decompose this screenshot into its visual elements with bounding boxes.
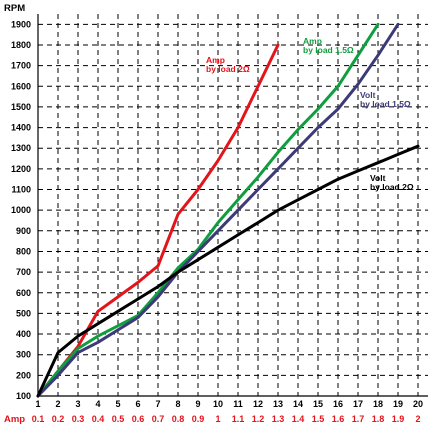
y-tick-label-800: 800: [16, 246, 31, 256]
y-tick-label-900: 900: [16, 226, 31, 236]
amp-tick-label-14: 1.4: [292, 414, 305, 424]
x-tick-label-14: 14: [293, 399, 303, 409]
y-tick-label-300: 300: [16, 350, 31, 360]
series-label-2-line-1: Amp: [303, 36, 322, 46]
series-label-1-line-2: by load 2Ω: [206, 64, 250, 74]
amp-tick-label-5: 0.5: [112, 414, 125, 424]
x-tick-label-15: 15: [313, 399, 323, 409]
amp-tick-label-17: 1.7: [352, 414, 365, 424]
x-tick-label-5: 5: [115, 399, 120, 409]
x-tick-label-17: 17: [353, 399, 363, 409]
x-tick-label-9: 9: [195, 399, 200, 409]
amp-tick-label-1: 0.1: [32, 414, 45, 424]
x-tick-label-11: 11: [233, 399, 243, 409]
series-line-1: [36, 43, 280, 398]
amp-axis-unit-label: Amp: [4, 414, 25, 425]
y-tick-label-1300: 1300: [11, 143, 31, 153]
series-label-3-line-1: Volt: [360, 90, 376, 100]
series-line-2: [36, 22, 380, 398]
amp-tick-label-13: 1.3: [272, 414, 285, 424]
y-tick-label-1800: 1800: [11, 40, 31, 50]
x-tick-label-7: 7: [155, 399, 160, 409]
series-label-1-line-1: Amp: [206, 55, 225, 65]
x-tick-label-1: 1: [35, 399, 40, 409]
x-tick-label-3: 3: [75, 399, 80, 409]
y-tick-label-1600: 1600: [11, 81, 31, 91]
amp-tick-label-19: 1.9: [392, 414, 405, 424]
x-tick-label-18: 18: [373, 399, 383, 409]
y-tick-label-1200: 1200: [11, 164, 31, 174]
x-tick-label-2: 2: [55, 399, 60, 409]
x-tick-label-10: 10: [213, 399, 223, 409]
amp-tick-label-16: 1.6: [332, 414, 345, 424]
amp-tick-label-2: 0.2: [52, 414, 65, 424]
amp-tick-label-4: 0.4: [92, 414, 105, 424]
x-tick-label-4: 4: [95, 399, 100, 409]
y-tick-label-400: 400: [16, 329, 31, 339]
amp-tick-label-18: 1.8: [372, 414, 385, 424]
amp-tick-label-10: 1: [215, 414, 220, 424]
y-tick-label-100: 100: [16, 391, 31, 401]
y-tick-label-500: 500: [16, 308, 31, 318]
x-tick-label-13: 13: [273, 399, 283, 409]
series-line-4: [36, 144, 420, 398]
amp-tick-label-7: 0.7: [152, 414, 165, 424]
y-axis-unit-label: RPM: [4, 3, 25, 14]
series-label-2-line-2: by load 1.5Ω: [303, 45, 354, 55]
y-tick-label-1900: 1900: [11, 19, 31, 29]
y-tick-label-200: 200: [16, 370, 31, 380]
amp-tick-label-3: 0.3: [72, 414, 85, 424]
y-tick-label-700: 700: [16, 267, 31, 277]
y-tick-label-1500: 1500: [11, 102, 31, 112]
series-label-4-line-2: by load 2Ω: [370, 182, 414, 192]
x-tick-label-8: 8: [175, 399, 180, 409]
y-tick-label-1400: 1400: [11, 123, 31, 133]
x-tick-label-16: 16: [333, 399, 343, 409]
y-tick-label-1700: 1700: [11, 61, 31, 71]
y-tick-label-1000: 1000: [11, 205, 31, 215]
amp-tick-label-6: 0.6: [132, 414, 145, 424]
y-tick-label-600: 600: [16, 288, 31, 298]
series-label-4-line-1: Volt: [370, 173, 386, 183]
amp-tick-label-20: 2: [415, 414, 420, 424]
x-tick-label-6: 6: [135, 399, 140, 409]
y-tick-label-1100: 1100: [11, 185, 31, 195]
series-label-3-line-2: by load 1.5Ω: [360, 99, 411, 109]
amp-tick-label-8: 0.8: [172, 414, 185, 424]
amp-tick-label-15: 1.5: [312, 414, 325, 424]
amp-tick-label-11: 1.1: [232, 414, 245, 424]
x-tick-label-19: 19: [393, 399, 403, 409]
x-tick-label-20: 20: [413, 399, 423, 409]
series-line-3: [36, 22, 400, 398]
amp-tick-label-9: 0.9: [192, 414, 205, 424]
x-tick-label-12: 12: [253, 399, 263, 409]
amp-tick-label-12: 1.2: [252, 414, 265, 424]
